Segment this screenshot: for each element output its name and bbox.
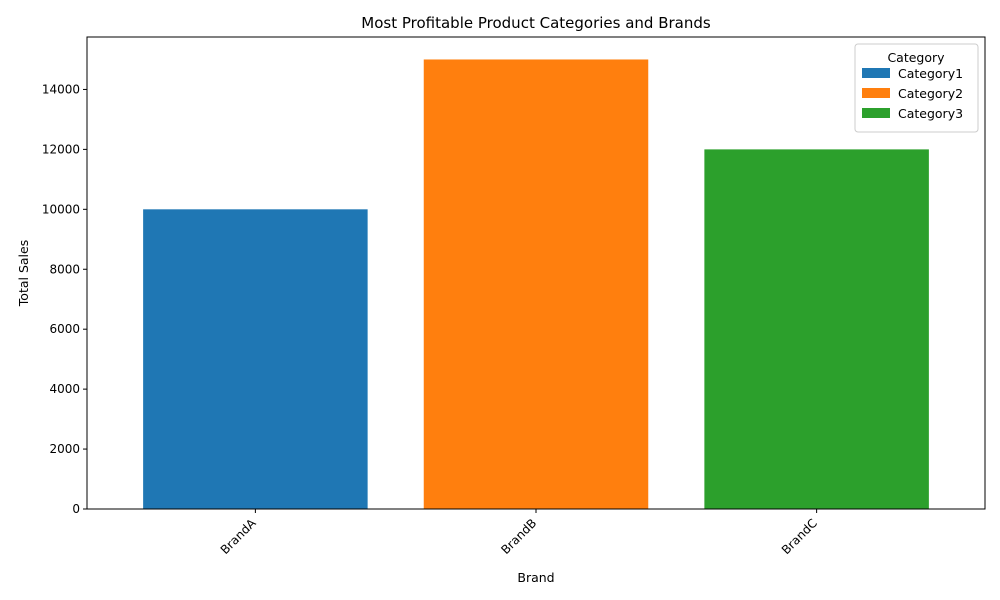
legend-title: Category xyxy=(887,50,945,65)
y-tick-label: 0 xyxy=(72,502,80,516)
legend-swatch xyxy=(862,108,890,118)
legend-label: Category3 xyxy=(898,106,963,121)
y-tick-label: 10000 xyxy=(42,202,80,216)
legend-label: Category1 xyxy=(898,66,963,81)
legend-label: Category2 xyxy=(898,86,963,101)
legend-swatch xyxy=(862,88,890,98)
y-tick-label: 2000 xyxy=(49,442,80,456)
y-tick-label: 6000 xyxy=(49,322,80,336)
chart-title: Most Profitable Product Categories and B… xyxy=(361,14,711,32)
bars-group xyxy=(143,59,929,510)
x-axis-label: Brand xyxy=(517,570,554,585)
y-tick-label: 4000 xyxy=(49,382,80,396)
plot-frame xyxy=(86,36,986,510)
y-tick-label: 14000 xyxy=(42,82,80,96)
y-axis-label: Total Sales xyxy=(16,240,31,307)
y-tick-label: 12000 xyxy=(42,142,80,156)
legend-swatch xyxy=(862,68,890,78)
bar-brandb xyxy=(423,59,649,509)
bar-branda xyxy=(143,209,368,510)
legend: Category Category1 Category2 Category3 xyxy=(854,43,979,133)
bar-brandc xyxy=(704,149,929,509)
x-tick-label: BrandC xyxy=(779,516,820,557)
y-tick-label: 8000 xyxy=(49,262,80,276)
y-axis-ticks: 0 2000 4000 6000 8000 10000 12000 14000 xyxy=(42,82,87,516)
legend-items: Category1 Category2 Category3 xyxy=(862,66,963,121)
x-tick-label: BrandA xyxy=(218,515,260,557)
x-axis-ticks: BrandA BrandB BrandC xyxy=(218,509,820,557)
x-tick-label: BrandB xyxy=(498,516,539,557)
